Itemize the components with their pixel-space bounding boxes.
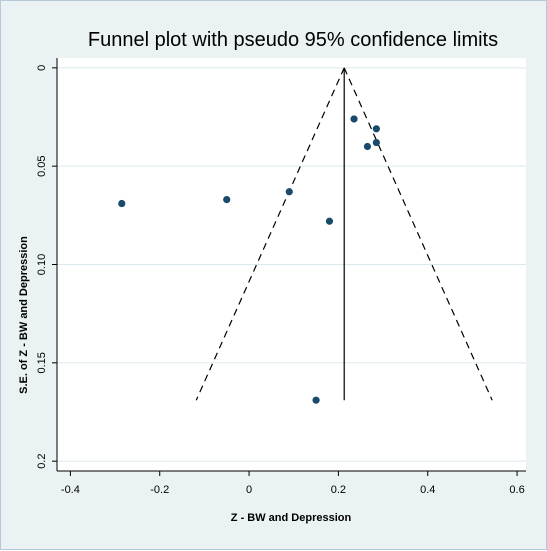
data-point-3 <box>325 217 334 225</box>
data-point-7 <box>372 138 380 147</box>
x-tick-label-4: 0.4 <box>420 484 435 496</box>
data-point-6 <box>372 125 380 133</box>
funnel-lines <box>195 67 493 401</box>
data-points <box>118 115 380 404</box>
data-point-8 <box>312 396 320 404</box>
x-tick-label-5: 0.6 <box>509 484 524 496</box>
lower-confidence-limit <box>195 67 345 401</box>
data-point-5 <box>363 142 372 151</box>
grid <box>57 67 526 462</box>
x-tick-label-1: -0.2 <box>150 484 169 496</box>
x-tick-label-0: -0.4 <box>61 484 80 496</box>
axes: -0.4 -0.2 0 0.2 0.4 0.6 0 0.05 0.10 0.15 0.2 <box>36 58 526 496</box>
data-point-1 <box>223 196 231 204</box>
upper-confidence-limit <box>343 67 493 401</box>
y-tick-label-1: 0.05 <box>36 155 48 176</box>
y-tick-label-2: 0.10 <box>36 254 48 275</box>
y-tick-label-0: 0 <box>36 65 48 71</box>
data-point-2 <box>285 188 293 196</box>
data-point-4 <box>350 115 358 123</box>
x-tick-label-2: 0 <box>246 484 252 496</box>
data-point-0 <box>118 199 126 208</box>
chart-title: Funnel plot with pseudo 95% confidence l… <box>88 29 498 51</box>
x-axis-title: Z - BW and Depression <box>231 512 352 524</box>
y-tick-label-3: 0.15 <box>36 352 48 373</box>
y-tick-label-4: 0.2 <box>36 454 48 469</box>
y-axis-title: S.E. of Z - BW and Depression <box>18 236 30 394</box>
x-tick-label-3: 0.2 <box>331 484 346 496</box>
